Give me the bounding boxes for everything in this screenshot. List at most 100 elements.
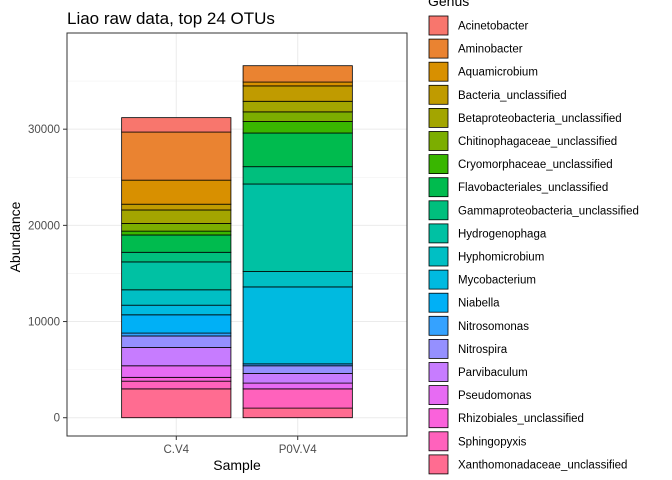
- bar-segment: [121, 117, 232, 133]
- x-axis-label: Sample: [213, 457, 261, 473]
- bar-segment: [242, 407, 353, 419]
- legend-item: Hyphomicrobium: [428, 246, 544, 267]
- legend-swatch: [428, 246, 449, 267]
- bar-segment: [242, 388, 353, 409]
- legend-swatch: [428, 454, 449, 475]
- bar-segment: [242, 183, 353, 272]
- bar-segment: [121, 179, 232, 205]
- legend-swatch: [428, 408, 449, 429]
- legend-swatch: [428, 15, 449, 36]
- y-tick-label: 10000: [28, 317, 60, 329]
- legend-label: Mycobacterium: [458, 275, 536, 287]
- legend-swatch: [428, 108, 449, 128]
- legend-item: Hydrogenophaga: [428, 222, 547, 244]
- legend-label: Gammaproteobacteria_unclassified: [458, 205, 639, 217]
- x-axis: C.V4 P0V.V4: [163, 436, 317, 456]
- legend-swatch: [428, 385, 449, 406]
- legend-title: Genus: [428, 0, 469, 9]
- y-axis: 0 10000 20000 30000: [28, 124, 67, 425]
- bar-segment: [242, 111, 353, 122]
- legend-label: Cryomorphaceae_unclassified: [458, 159, 613, 171]
- bar-segment: [121, 332, 232, 337]
- legend-label: Pseudomonas: [458, 390, 532, 402]
- bar-segment: [242, 373, 353, 384]
- legend-swatch: [428, 362, 449, 382]
- bar-segment: [242, 85, 353, 102]
- bar-segment: [242, 100, 353, 113]
- bar-segment: [121, 230, 232, 236]
- legend-item: Betaproteobacteria_unclassified: [428, 107, 622, 129]
- bar-segment: [121, 234, 232, 253]
- legend-label: Hydrogenophaga: [458, 228, 547, 240]
- bar-segment: [242, 65, 353, 83]
- bar-segment: [121, 304, 232, 316]
- legend-label: Betaproteobacteria_unclassified: [458, 113, 622, 125]
- bar-segment: [121, 131, 232, 181]
- legend-label: Hyphomicrobium: [458, 252, 544, 264]
- legend-swatch: [428, 84, 449, 105]
- legend-label: Flavobacteriales_unclassified: [458, 182, 608, 194]
- bar-segment: [242, 286, 353, 365]
- bar-segment: [121, 209, 232, 224]
- x-tick-label: P0V.V4: [279, 444, 318, 456]
- legend-label: Nitrospira: [458, 344, 508, 356]
- legend-swatch: [428, 269, 449, 290]
- legend-label: Xanthomonadaceae_unclassified: [458, 459, 627, 471]
- legend-swatch: [428, 131, 449, 151]
- legend-label: Sphingopyxis: [458, 436, 527, 448]
- legend-label: Chitinophagaceae_unclassified: [458, 136, 617, 148]
- bar-segment: [121, 380, 232, 390]
- legend-swatch: [428, 61, 449, 82]
- chart-title: Liao raw data, top 24 OTUs: [67, 9, 275, 28]
- legend-item: Parvibaculum: [428, 361, 528, 383]
- legend: Genus Acinetobacter Aminobacter Aquamicrob…: [428, 0, 639, 475]
- bar-segment: [121, 365, 232, 378]
- legend-label: Niabella: [458, 298, 500, 310]
- legend-item: Rhizobiales_unclassified: [428, 407, 584, 429]
- bar-segment: [242, 382, 353, 390]
- legend-item: Flavobacteriales_unclassified: [428, 176, 608, 198]
- legend-label: Bacteria_unclassified: [458, 90, 567, 102]
- legend-swatch: [428, 154, 449, 175]
- legend-swatch: [428, 431, 449, 452]
- bars: [121, 65, 353, 419]
- bar-segment: [242, 166, 353, 185]
- legend-swatch: [428, 223, 449, 244]
- legend-label: Nitrosomonas: [458, 321, 529, 333]
- legend-item: Aminobacter: [428, 38, 523, 60]
- legend-label: Aquamicrobium: [458, 67, 538, 79]
- legend-item: Bacteria_unclassified: [428, 84, 567, 106]
- legend-label: Rhizobiales_unclassified: [458, 413, 584, 425]
- legend-items: Acinetobacter Aminobacter Aquamicrobium Bac…: [428, 15, 639, 475]
- bar-segment: [121, 251, 232, 263]
- legend-swatch: [428, 292, 449, 313]
- legend-item: Mycobacterium: [428, 269, 536, 291]
- legend-swatch: [428, 315, 449, 336]
- legend-item: Chitinophagaceae_unclassified: [428, 130, 617, 152]
- y-tick-label: 30000: [28, 124, 60, 136]
- bar-segment: [121, 223, 232, 232]
- bar-segment: [121, 335, 232, 348]
- legend-label: Aminobacter: [458, 44, 523, 56]
- bar-segment: [121, 388, 232, 419]
- x-tick-label: C.V4: [163, 444, 189, 456]
- legend-item: Gammaproteobacteria_unclassified: [428, 199, 639, 221]
- legend-item: Nitrosomonas: [428, 315, 529, 337]
- bar-segment: [242, 132, 353, 168]
- legend-swatch: [428, 338, 449, 359]
- legend-label: Parvibaculum: [458, 367, 528, 379]
- legend-item: Aquamicrobium: [428, 61, 538, 83]
- plot-border: [66, 32, 408, 437]
- plot-panel: [67, 33, 407, 436]
- legend-item: Pseudomonas: [428, 384, 532, 406]
- legend-item: Niabella: [428, 292, 500, 314]
- y-axis-label: Abundance: [7, 201, 23, 272]
- bar-segment: [121, 203, 232, 211]
- y-tick-label: 0: [54, 413, 60, 425]
- legend-item: Sphingopyxis: [428, 430, 527, 452]
- y-tick-label: 20000: [28, 220, 60, 232]
- bar-segment: [242, 81, 353, 87]
- bar-segment: [242, 121, 353, 134]
- legend-item: Cryomorphaceae_unclassified: [428, 153, 613, 175]
